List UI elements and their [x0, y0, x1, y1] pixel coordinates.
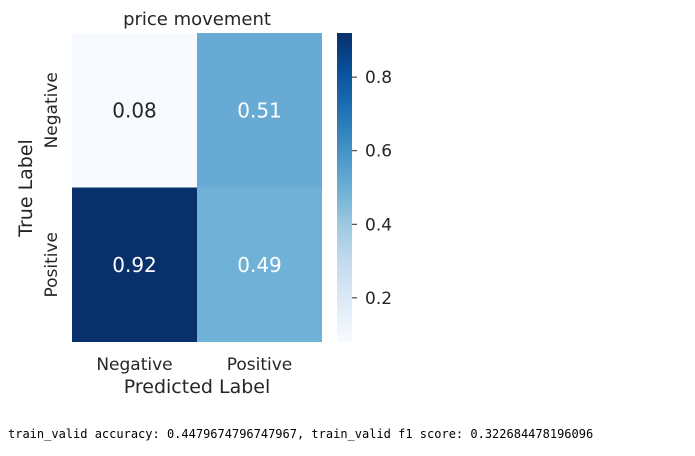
cell-value-label-0-0: 0.08: [112, 98, 157, 122]
cell-value-label-1-0: 0.92: [112, 253, 157, 277]
colorbar-tick-label: 0.4: [365, 215, 392, 235]
x-tick-labels: Negative Positive: [96, 355, 292, 375]
heatmap-cell-1-1: [197, 187, 322, 342]
colorbar-tick-label: 0.2: [365, 289, 392, 309]
heatmap-cell-0-0: [72, 33, 197, 188]
heatmap-cell-0-1: [197, 33, 322, 188]
y-tick-label: Positive: [42, 232, 62, 298]
chart-title: price movement: [123, 9, 271, 30]
y-tick-labels: Negative Positive: [42, 72, 62, 297]
heatmap-cell-1-0: [72, 187, 197, 342]
x-axis-label: Predicted Label: [124, 376, 271, 398]
cell-value-label-1-1: 0.49: [237, 253, 282, 277]
colorbar-ticks: 0.2 0.4 0.6 0.8: [352, 68, 392, 309]
y-axis-label: True Label: [15, 139, 37, 238]
colorbar-tick-label: 0.6: [365, 142, 392, 162]
metrics-footer: train_valid accuracy: 0.4479674796747967…: [8, 427, 594, 441]
x-tick-label: Negative: [96, 355, 172, 375]
cell-value-label-0-1: 0.51: [237, 98, 282, 122]
x-tick-label: Positive: [227, 355, 293, 375]
colorbar-tick-label: 0.8: [365, 68, 392, 88]
heatmap-cells: 0.08 0.51 0.92 0.49: [72, 33, 322, 342]
y-tick-label: Negative: [42, 72, 62, 148]
colorbar: [337, 33, 352, 342]
confusion-matrix-chart: price movement 0.08 0.51 0.92 0.49 Negative…: [15, 9, 392, 398]
